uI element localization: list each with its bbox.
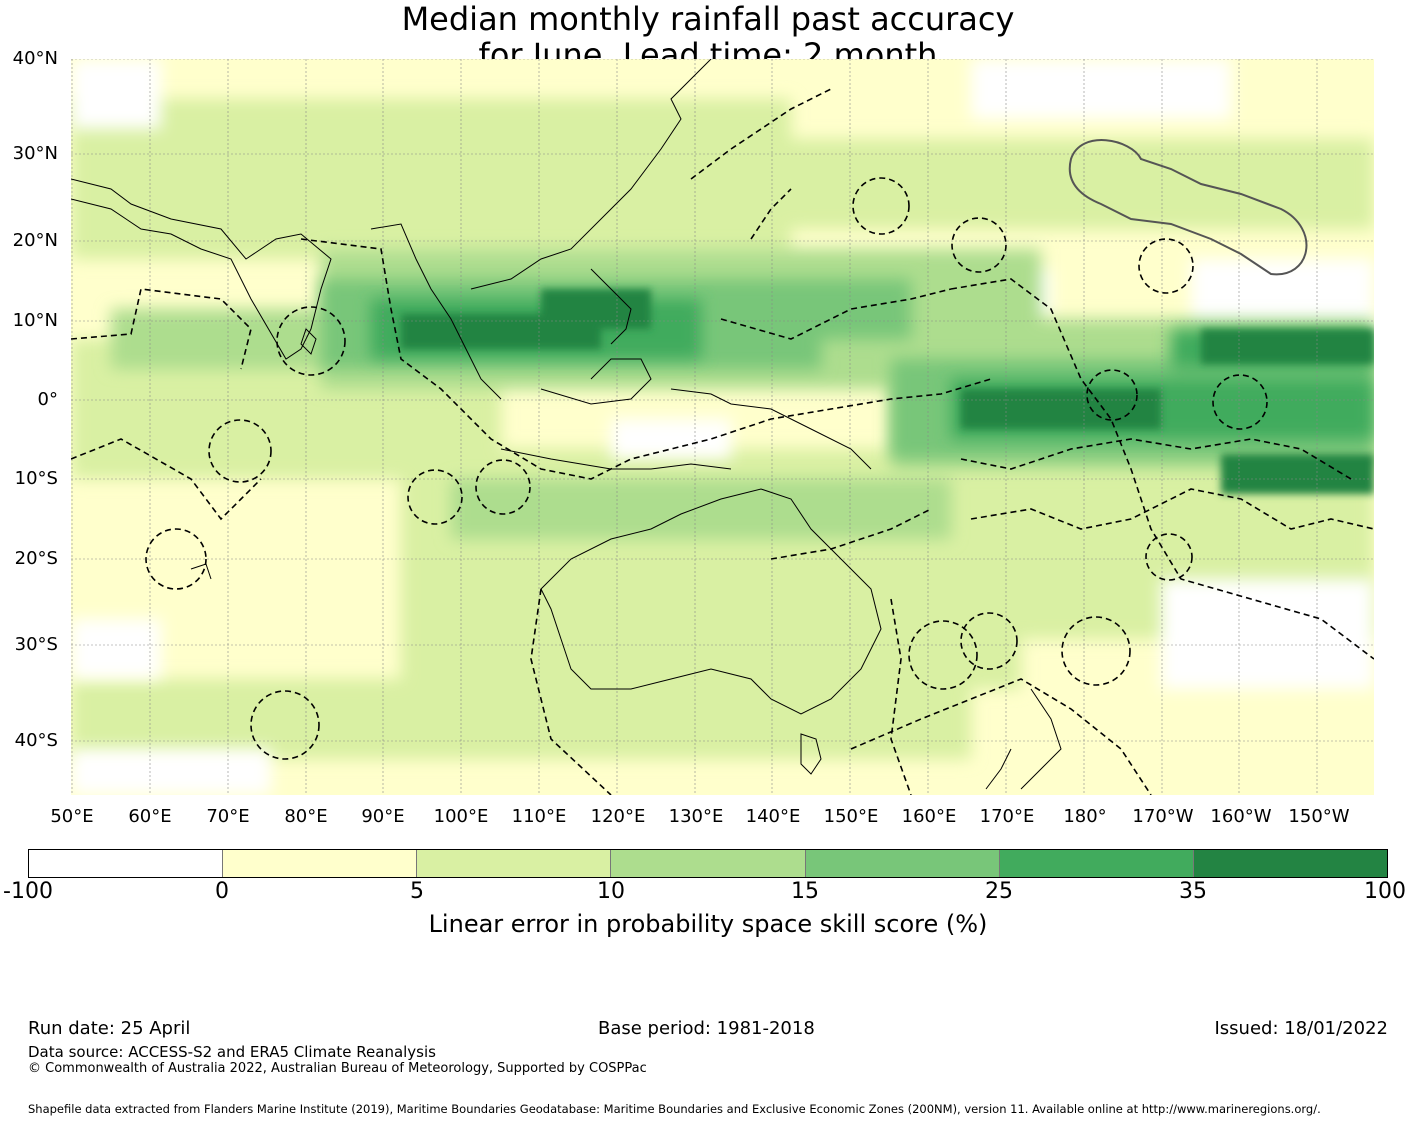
colorbar-tick: 15 [791,879,819,904]
colorbar-bin-5 [805,850,1000,877]
lat-label-40s: 40°S [14,730,58,751]
lon-label-70e: 70°E [206,806,250,827]
lat-label-20n: 20°N [12,230,58,251]
colorbar-bin-3 [417,850,612,877]
colorbar-tick: 0 [215,879,229,904]
colorbar-bin-4 [611,850,806,877]
data-source: Data source: ACCESS-S2 and ERA5 Climate … [28,1043,436,1061]
run-date: Run date: 25 April [28,1018,191,1039]
colorbar-label: Linear error in probability space skill … [428,910,988,938]
lon-label-120e: 120°E [590,806,646,827]
lon-label-60e: 60°E [128,806,172,827]
lat-label-30n: 30°N [12,143,58,164]
gridlines [71,59,1374,795]
lat-label-0: 0° [37,389,58,410]
lat-label-30s: 30°S [14,634,58,655]
lon-label-160w: 160°W [1210,806,1272,827]
lon-label-170w: 170°W [1132,806,1194,827]
lat-label-10s: 10°S [14,468,58,489]
lon-label-110e: 110°E [511,806,567,827]
map-title-line-1: Median monthly rainfall past accuracy [401,0,1015,38]
colorbar-tick: 5 [410,879,424,904]
colorbar-tick: 100 [1364,879,1406,904]
colorbar-tick: 35 [1179,879,1207,904]
lat-label-20s: 20°S [14,548,58,569]
copyright: © Commonwealth of Australia 2022, Austra… [28,1061,647,1076]
lat-label-10n: 10°N [12,310,58,331]
issued-date: Issued: 18/01/2022 [1214,1018,1388,1039]
lon-label-90e: 90°E [361,806,405,827]
lat-label-40n: 40°N [12,48,58,69]
lon-label-160e: 160°E [901,806,957,827]
colorbar-bin-2 [223,850,418,877]
colorbar-tick: -100 [3,879,53,904]
coastlines [71,59,1062,790]
lon-label-80e: 80°E [284,806,328,827]
colorbar-bin-7 [1193,850,1387,877]
skill-field-max [401,289,1374,494]
lon-label-150w: 150°W [1288,806,1350,827]
colorbar-bin-6 [999,850,1194,877]
colorbar [28,849,1388,878]
lon-label-170e: 170°E [979,806,1035,827]
base-period: Base period: 1981-2018 [598,1018,815,1039]
lon-label-140e: 140°E [745,806,801,827]
lon-label-150e: 150°E [823,806,879,827]
colorbar-tick: 25 [985,879,1013,904]
shapefile-credit: Shapefile data extracted from Flanders M… [28,1102,1321,1116]
lon-label-50e: 50°E [50,806,94,827]
skill-score-map [71,59,1374,795]
colorbar-bin-1 [29,850,224,877]
hawaii-boundary [1068,139,1308,276]
lon-label-180: 180° [1063,806,1107,827]
lon-label-130e: 130°E [668,806,724,827]
eez-boundaries [71,88,1374,795]
colorbar-tick: 10 [597,879,625,904]
lon-label-100e: 100°E [433,806,489,827]
